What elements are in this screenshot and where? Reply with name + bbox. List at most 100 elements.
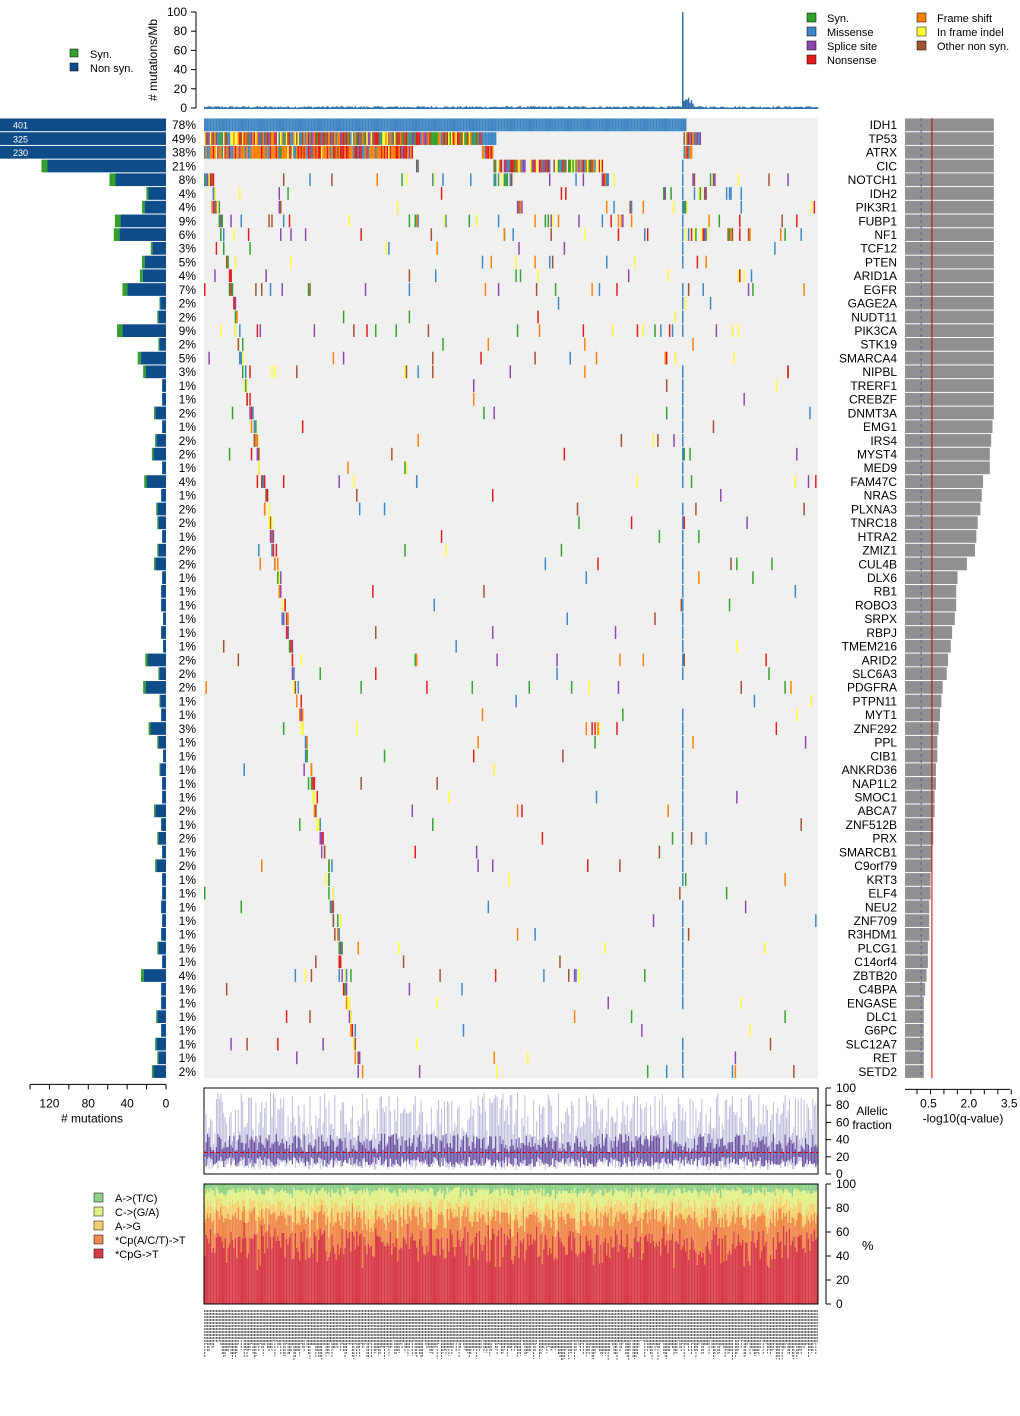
mutation-cell <box>684 118 687 132</box>
top-sample-bar <box>228 106 231 108</box>
top-sample-bar <box>475 106 478 108</box>
top-sample-bar <box>616 106 618 108</box>
spectrum-segment <box>547 1204 550 1221</box>
right-x-axis-label: -log10(q-value) <box>923 1111 1004 1125</box>
mutation-cell <box>280 584 282 598</box>
mutation-cell <box>682 365 684 379</box>
mutation-cell <box>671 118 674 132</box>
mutation-cell <box>682 790 684 804</box>
mutation-cell <box>619 859 621 873</box>
top-sample-bar <box>668 106 671 108</box>
top-sample-bar <box>758 107 760 108</box>
top-sample-bar <box>236 106 238 108</box>
top-sample-bar <box>413 107 415 108</box>
mutation-cell <box>418 132 421 145</box>
gene-percent: 1% <box>179 736 197 750</box>
mutation-cell <box>269 118 272 132</box>
mutation-cell <box>212 173 215 187</box>
mutation-cell <box>243 118 245 132</box>
mutation-cell <box>432 351 434 365</box>
mutation-cell <box>246 1037 248 1051</box>
mutation-cell <box>204 132 206 145</box>
gene-percent: 4% <box>179 269 197 283</box>
spectrum-segment <box>610 1189 612 1200</box>
spectrum-segment <box>421 1246 424 1304</box>
mutation-cell <box>573 159 576 173</box>
spectrum-segment <box>679 1184 681 1190</box>
mutation-cell <box>658 530 661 543</box>
mutation-cell <box>250 447 253 461</box>
mutation-cell <box>613 173 615 187</box>
spectrum-segment <box>455 1246 457 1304</box>
spectrum-segment <box>423 1207 425 1227</box>
spectrum-segment <box>506 1198 509 1213</box>
mutation-cell <box>573 1010 576 1024</box>
spectrum-segment <box>361 1193 364 1215</box>
mutation-cell <box>234 145 237 159</box>
spectrum-segment <box>367 1243 370 1304</box>
mutation-cell <box>684 200 687 214</box>
mutation-cell <box>294 118 297 132</box>
spectrum-segment <box>455 1187 457 1203</box>
mutation-cell <box>714 173 716 187</box>
qvalue-bar <box>905 392 994 406</box>
spectrum-segment <box>623 1204 626 1213</box>
spectrum-segment <box>651 1234 653 1304</box>
spectrum-segment <box>404 1205 406 1220</box>
top-sample-bar <box>319 107 321 108</box>
mutation-cell <box>449 132 452 145</box>
top-sample-bar <box>651 106 653 108</box>
spectrum-segment <box>253 1207 256 1234</box>
gene-name: CIC <box>876 159 897 173</box>
mutation-cell <box>682 982 684 996</box>
spectrum-segment <box>224 1238 226 1304</box>
spectrum-segment <box>696 1215 699 1223</box>
left-count-bar <box>161 996 166 1010</box>
gene-name: G6PC <box>864 1024 897 1038</box>
top-sample-bar <box>328 106 330 108</box>
mutation-cell <box>277 118 279 132</box>
mutation-cell <box>671 831 674 845</box>
spectrum-segment <box>306 1212 308 1219</box>
spectrum-segment <box>562 1244 564 1304</box>
top-sample-bar <box>598 106 601 108</box>
mutation-cell <box>263 145 266 159</box>
spectrum-segment <box>218 1184 221 1194</box>
mutation-cell <box>246 392 248 406</box>
spectrum-segment <box>683 1239 685 1304</box>
spectrum-segment <box>452 1184 454 1190</box>
spectrum-segment <box>294 1184 297 1191</box>
spectrum-segment <box>570 1198 573 1219</box>
mutation-cell <box>604 118 607 132</box>
spectrum-segment <box>484 1188 487 1210</box>
spectrum-segment <box>625 1219 627 1247</box>
mutation-cell <box>677 118 680 132</box>
top-sample-bar <box>763 107 766 108</box>
spectrum-segment <box>225 1262 228 1304</box>
spectrum-segment <box>208 1184 210 1193</box>
top-sample-bar <box>626 107 628 108</box>
spectrum-segment <box>258 1188 260 1203</box>
top-sample-bar <box>284 107 286 108</box>
spectrum-segment <box>211 1206 213 1222</box>
top-sample-bar <box>762 107 764 108</box>
mutation-cell <box>518 200 520 214</box>
mutation-cell <box>404 132 406 145</box>
spectrum-segment <box>280 1247 282 1304</box>
mutation-cell <box>728 598 731 612</box>
spectrum-segment <box>616 1184 618 1191</box>
mutation-cell <box>328 118 330 132</box>
spectrum-segment <box>483 1214 485 1246</box>
mutation-cell <box>256 475 259 488</box>
mutation-cell <box>299 145 301 159</box>
spectrum-segment <box>630 1210 633 1222</box>
spectrum-segment <box>224 1205 226 1218</box>
spectrum-segment <box>649 1206 652 1220</box>
spectrum-segment <box>391 1219 393 1255</box>
mutation-cell <box>617 228 620 241</box>
spectrum-segment <box>287 1192 289 1205</box>
spectrum-segment <box>576 1221 579 1234</box>
mutation-cell <box>549 173 551 187</box>
spectrum-segment <box>470 1213 472 1222</box>
mutation-cell <box>271 516 273 530</box>
